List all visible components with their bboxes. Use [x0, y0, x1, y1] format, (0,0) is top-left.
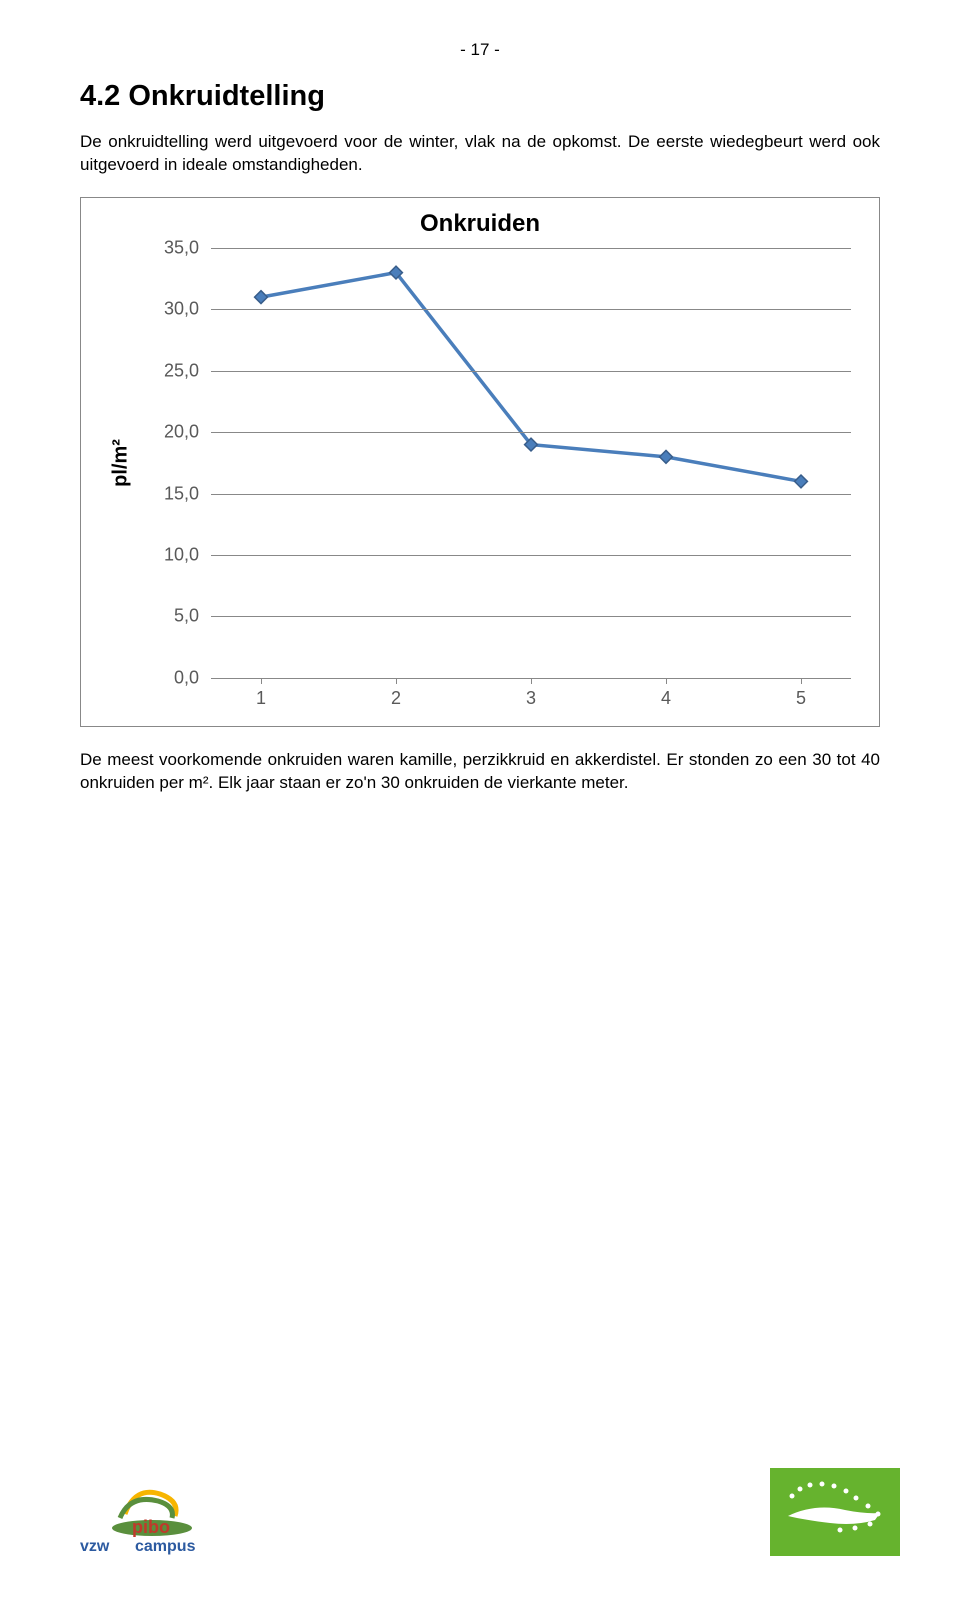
- x-tick-mark: [531, 678, 532, 684]
- x-tick-label: 3: [526, 688, 536, 709]
- plot-area: [211, 248, 851, 678]
- y-axis-label: pl/m²: [110, 439, 133, 487]
- svg-text:pibo: pibo: [132, 1517, 170, 1537]
- y-tick-label: 0,0: [139, 667, 199, 688]
- intro-paragraph: De onkruidtelling werd uitgevoerd voor d…: [80, 131, 880, 177]
- gridline: [211, 494, 851, 495]
- series-marker: [255, 291, 268, 304]
- page-footer: pibo vzw campus: [80, 1471, 900, 1561]
- y-tick-label: 30,0: [139, 299, 199, 320]
- y-tick-label: 35,0: [139, 237, 199, 258]
- logo-pibo-icon: pibo vzw campus: [80, 1476, 230, 1561]
- gridline: [211, 616, 851, 617]
- y-tick-label: 20,0: [139, 422, 199, 443]
- gridline: [211, 309, 851, 310]
- x-tick-label: 4: [661, 688, 671, 709]
- svg-text:campus: campus: [135, 1538, 196, 1555]
- x-tick-label: 2: [391, 688, 401, 709]
- section-title: 4.2 Onkruidtelling: [80, 80, 880, 113]
- onkruiden-chart: Onkruiden pl/m² 0,0 5,0 10,0 15,0 20,0 25,0 30…: [80, 197, 880, 727]
- gridline: [211, 248, 851, 249]
- y-tick-label: 10,0: [139, 545, 199, 566]
- x-tick-mark: [396, 678, 397, 684]
- x-tick-mark: [261, 678, 262, 684]
- svg-text:vzw: vzw: [80, 1538, 110, 1555]
- x-tick-mark: [801, 678, 802, 684]
- logo-eu-organic-icon: [770, 1468, 900, 1561]
- gridline: [211, 371, 851, 372]
- series-marker: [660, 450, 673, 463]
- y-tick-label: 25,0: [139, 360, 199, 381]
- x-tick-mark: [666, 678, 667, 684]
- gridline: [211, 432, 851, 433]
- series-marker: [795, 475, 808, 488]
- gridline: [211, 555, 851, 556]
- y-tick-label: 5,0: [139, 606, 199, 627]
- x-tick-label: 5: [796, 688, 806, 709]
- page-number: - 17 -: [80, 40, 880, 60]
- y-tick-label: 15,0: [139, 483, 199, 504]
- outro-paragraph: De meest voorkomende onkruiden waren kam…: [80, 749, 880, 795]
- x-tick-label: 1: [256, 688, 266, 709]
- chart-title: Onkruiden: [81, 210, 879, 238]
